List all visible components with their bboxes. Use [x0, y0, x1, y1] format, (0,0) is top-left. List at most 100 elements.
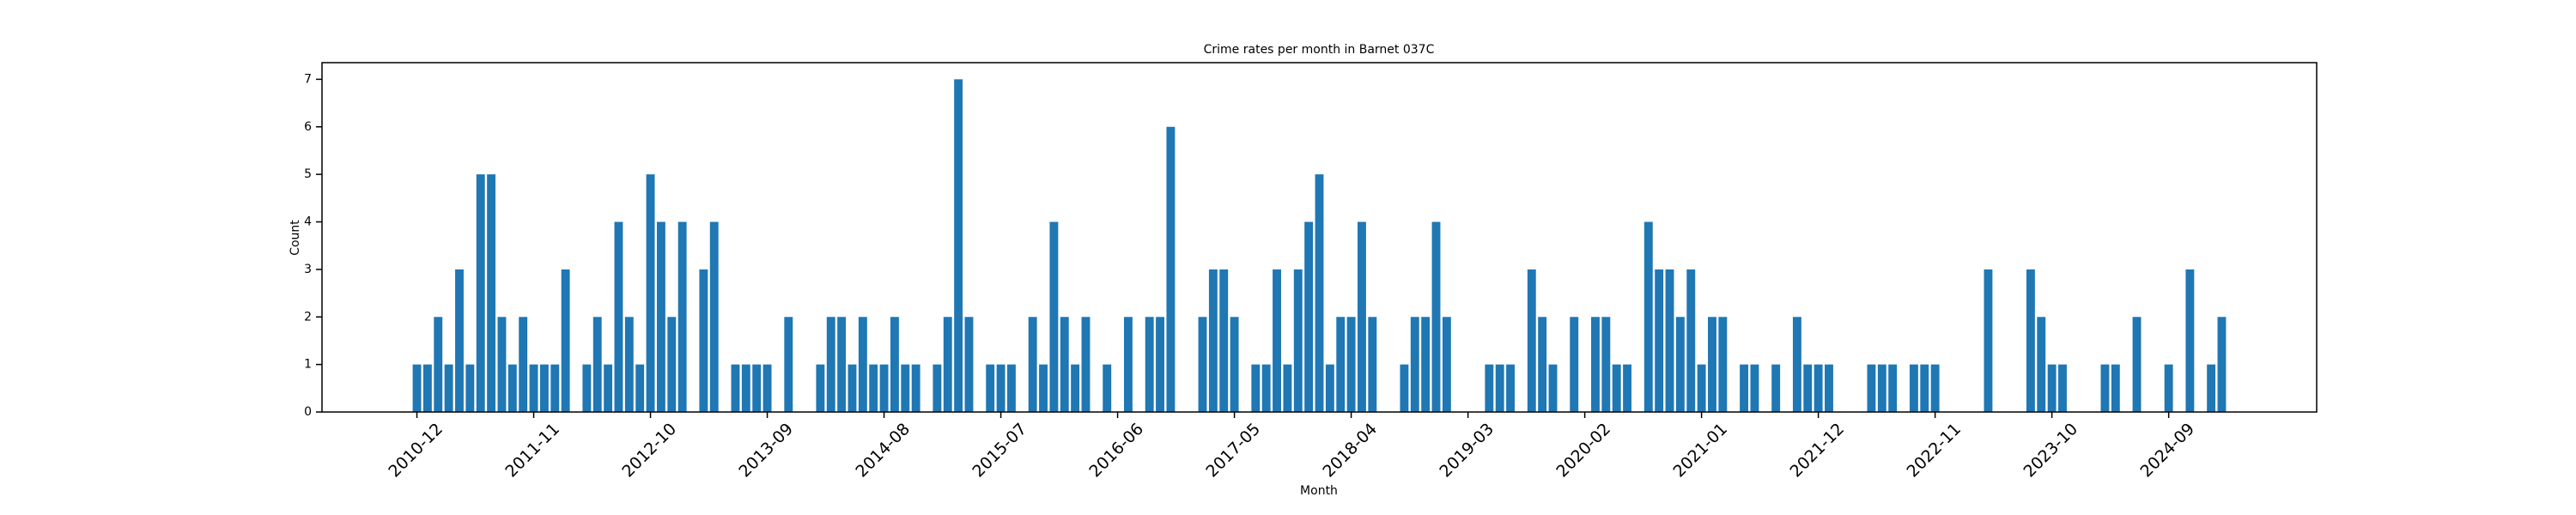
bar — [1400, 364, 1409, 412]
bar — [1081, 317, 1091, 412]
bar — [1315, 174, 1324, 412]
x-tick-label: 2015-07 — [969, 420, 1030, 482]
bar — [1771, 364, 1781, 412]
bar — [1123, 317, 1133, 412]
bar — [2047, 364, 2057, 412]
bar — [592, 317, 602, 412]
bar — [699, 269, 708, 412]
bar — [519, 317, 528, 412]
bar — [848, 364, 857, 412]
bar — [1336, 317, 1346, 412]
bar — [2185, 269, 2195, 412]
bar — [1006, 364, 1016, 412]
bar — [1538, 317, 1547, 412]
bar — [604, 364, 613, 412]
bar — [1283, 364, 1292, 412]
bar — [1261, 364, 1271, 412]
bar — [422, 364, 432, 412]
y-tick-label: 2 — [304, 310, 312, 324]
y-tick-label: 4 — [304, 215, 312, 229]
bar — [2037, 317, 2046, 412]
bar — [1071, 364, 1080, 412]
bar — [879, 364, 889, 412]
bar — [1601, 317, 1611, 412]
bar — [1930, 364, 1940, 412]
bar — [1039, 364, 1048, 412]
bar — [1984, 269, 1993, 412]
y-tick-label: 1 — [304, 358, 312, 372]
chart-title: Crime rates per month in Barnet 037C — [1204, 43, 1435, 57]
bar — [1591, 317, 1600, 412]
bar — [2132, 317, 2142, 412]
x-tick-label: 2010-12 — [385, 420, 447, 482]
x-tick-label: 2019-03 — [1436, 420, 1498, 482]
bar — [837, 317, 847, 412]
x-tick-label: 2023-10 — [2020, 420, 2081, 482]
bar — [890, 317, 899, 412]
bar — [1156, 317, 1164, 412]
x-tick-label: 2018-04 — [1319, 420, 1381, 482]
bar — [412, 364, 422, 412]
x-tick-label: 2021-12 — [1786, 420, 1848, 482]
x-tick-label: 2014-08 — [852, 420, 914, 482]
bar — [1049, 221, 1059, 412]
x-tick-label: 2016-06 — [1085, 420, 1147, 482]
bar — [507, 364, 517, 412]
bar — [635, 364, 645, 412]
bar — [1431, 221, 1441, 412]
bar — [582, 364, 592, 412]
x-tick-label: 2024-09 — [2136, 420, 2198, 482]
bar — [2111, 364, 2120, 412]
bar — [1570, 317, 1579, 412]
bar — [964, 317, 974, 412]
bar — [1867, 364, 1876, 412]
bar — [2026, 269, 2035, 412]
bar — [933, 364, 942, 412]
bar — [1655, 269, 1664, 412]
bar — [911, 364, 920, 412]
bar — [444, 364, 453, 412]
x-tick-label: 2012-10 — [618, 420, 680, 482]
bar — [1251, 364, 1261, 412]
bar — [1410, 317, 1419, 412]
bar — [1825, 364, 1833, 412]
bar — [434, 317, 443, 412]
bar — [1643, 221, 1653, 412]
bar — [762, 364, 772, 412]
bar — [1325, 364, 1334, 412]
bar — [731, 364, 740, 412]
plot-frame — [321, 62, 2318, 413]
bar — [1803, 364, 1813, 412]
bar — [1495, 364, 1504, 412]
bar — [1506, 364, 1516, 412]
y-tick-label: 5 — [304, 167, 312, 181]
bar — [1792, 317, 1801, 412]
x-tick-label: 2013-09 — [735, 420, 797, 482]
bar — [1219, 269, 1229, 412]
bar — [784, 317, 793, 412]
y-tick-label: 6 — [304, 120, 312, 134]
bar — [1814, 364, 1823, 412]
bar — [1028, 317, 1037, 412]
bar — [1708, 317, 1716, 412]
bar — [529, 364, 538, 412]
bar — [1485, 364, 1494, 412]
bar — [996, 364, 1005, 412]
bar — [2207, 364, 2216, 412]
bar — [487, 174, 496, 412]
bar — [1346, 317, 1356, 412]
bar — [1421, 317, 1431, 412]
bar — [2217, 317, 2227, 412]
bar — [1273, 269, 1281, 412]
bar — [550, 364, 560, 412]
bar — [2058, 364, 2067, 412]
bar — [465, 364, 475, 412]
bar — [1877, 364, 1886, 412]
bar — [943, 317, 952, 412]
y-axis-label: Count — [289, 220, 302, 256]
bar — [858, 317, 867, 412]
bar — [1697, 364, 1706, 412]
bar — [1612, 364, 1621, 412]
bar — [1623, 364, 1632, 412]
